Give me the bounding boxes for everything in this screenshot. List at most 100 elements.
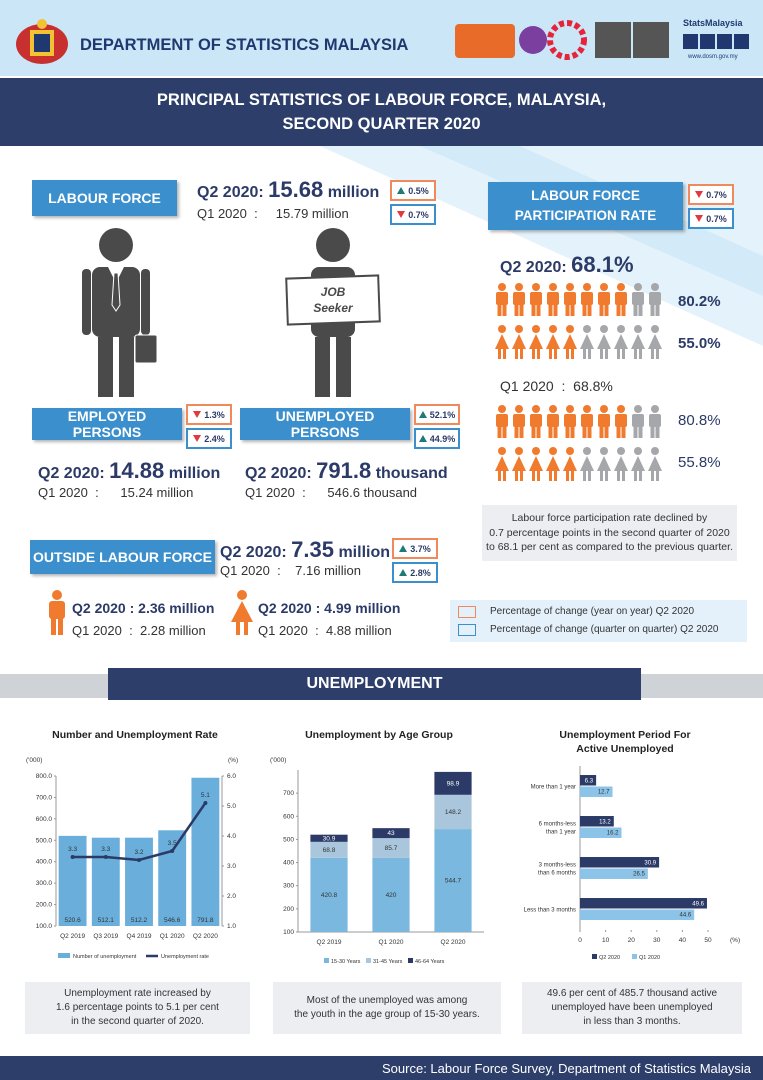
- icon-head: [515, 325, 523, 333]
- change-badge: 52.1%: [414, 404, 460, 425]
- value-label: 30.9: [644, 860, 656, 866]
- female-icon: [631, 325, 645, 359]
- value-label: 13.2: [599, 819, 611, 825]
- icon-body: [632, 414, 644, 427]
- icon-leg: [655, 304, 660, 316]
- y2-tick-label: 2.0: [227, 893, 236, 900]
- title-band: PRINCIPAL STATISTICS OF LABOUR FORCE, MA…: [0, 78, 763, 146]
- rate: 80.2%: [678, 293, 721, 310]
- text: million: [338, 544, 391, 561]
- icon-leg: [651, 471, 654, 481]
- rect: [336, 337, 351, 397]
- change-badge: 2.8%: [392, 562, 438, 583]
- y-tick-label: 700.0: [36, 794, 53, 801]
- female-icon: [597, 447, 611, 481]
- logo: [16, 19, 68, 64]
- icon-body: [648, 334, 662, 349]
- male-icon: [649, 283, 661, 316]
- sign-text: Seeker: [313, 301, 354, 315]
- bar: [125, 837, 153, 926]
- lfpr-box: LABOUR FORCE PARTICIPATION RATE: [488, 182, 683, 230]
- y-tick-label: More than 1 year: [531, 785, 576, 791]
- icon-head: [549, 405, 557, 413]
- female-icon: [546, 325, 560, 359]
- circle: [52, 590, 62, 600]
- outside-lf-box: OUTSIDE LABOUR FORCE: [30, 540, 215, 574]
- icon-leg: [519, 304, 524, 316]
- rect: [119, 337, 134, 397]
- org-name: DEPARTMENT OF STATISTICS MALAYSIA: [80, 36, 409, 54]
- icon-leg: [502, 304, 507, 316]
- x-tick-label: 50: [704, 937, 712, 944]
- icon-leg: [634, 471, 637, 481]
- legend-swatch: [408, 958, 413, 963]
- icon-leg: [639, 471, 642, 481]
- legend-label: Percentage of change (year on year) Q2 2…: [490, 606, 695, 617]
- icon-head: [515, 405, 523, 413]
- icon-body: [530, 414, 542, 427]
- icon-head: [634, 447, 642, 455]
- legend-swatch: [632, 954, 637, 959]
- value-label: 44.6: [679, 913, 691, 919]
- icon-leg: [536, 304, 541, 316]
- text: million: [327, 184, 380, 201]
- icon-body: [631, 456, 645, 471]
- text: in less than 3 months.: [583, 1016, 681, 1027]
- icon-body: [632, 292, 644, 305]
- rect: [700, 34, 715, 49]
- icon-body: [615, 414, 627, 427]
- x-tick-label: Q1 2020: [160, 933, 185, 940]
- y-tick-label: 6 months-less: [539, 822, 576, 828]
- male-icon: [496, 283, 508, 316]
- x-tick-label: Q2 2019: [317, 939, 342, 946]
- chart-title: Unemployment Period For: [559, 729, 690, 741]
- male-icon: [564, 405, 576, 438]
- male-icon: [632, 405, 644, 438]
- icon-body: [512, 456, 526, 471]
- icon-body: [648, 456, 662, 471]
- icon-leg: [498, 349, 501, 359]
- y-tick-label: Less than 3 months: [524, 908, 576, 914]
- icon-leg: [549, 471, 552, 481]
- icon-body: [631, 334, 645, 349]
- y-tick-label: 600.0: [36, 816, 53, 823]
- value-label: 3.3: [68, 846, 77, 853]
- q1-figure: Q1 2020 : 68.8%: [500, 378, 613, 394]
- y-tick-label: than 6 months: [538, 871, 576, 877]
- icon-leg: [531, 304, 536, 316]
- legend-label: Percentage of change (quarter on quarter…: [490, 624, 719, 635]
- icon-body: [597, 334, 611, 349]
- icon-body: [614, 456, 628, 471]
- female-icon: [529, 325, 543, 359]
- chart-title: Unemployment by Age Group: [305, 729, 453, 741]
- bar: [580, 909, 695, 920]
- icon-head: [566, 447, 574, 455]
- icon-leg: [571, 349, 574, 359]
- arrow-down: [193, 411, 202, 418]
- icon-head: [651, 325, 659, 333]
- icon-leg: [651, 349, 654, 359]
- q2-figure: Q2 2020: 68.1%: [500, 252, 634, 278]
- text: Q1 2020 :: [500, 378, 566, 394]
- male-icon: [632, 283, 644, 316]
- value-label: 791.8: [197, 917, 214, 924]
- text: the youth in the age group of 15-30 year…: [294, 1009, 480, 1020]
- value-label: 26.5: [633, 872, 645, 878]
- employed-figure: [82, 228, 158, 397]
- icon-leg: [650, 426, 655, 438]
- icon-body: [495, 456, 509, 471]
- text: UNEMPLOYED PERSONS: [275, 408, 375, 440]
- rect: [34, 34, 50, 52]
- text: LABOUR FORCE: [531, 188, 640, 203]
- icon-body: [580, 334, 594, 349]
- icon-leg: [498, 471, 501, 481]
- text: Q1 2020 :: [245, 485, 306, 500]
- marker: [70, 855, 75, 859]
- icon-head: [498, 325, 506, 333]
- icon-leg: [634, 349, 637, 359]
- bar: [580, 816, 614, 827]
- value-label: 546.6: [164, 917, 181, 924]
- female-icon: [597, 325, 611, 359]
- value-label: 3.5: [168, 840, 177, 847]
- q1-figure: Q1 2020 : 546.6 thousand: [245, 485, 417, 500]
